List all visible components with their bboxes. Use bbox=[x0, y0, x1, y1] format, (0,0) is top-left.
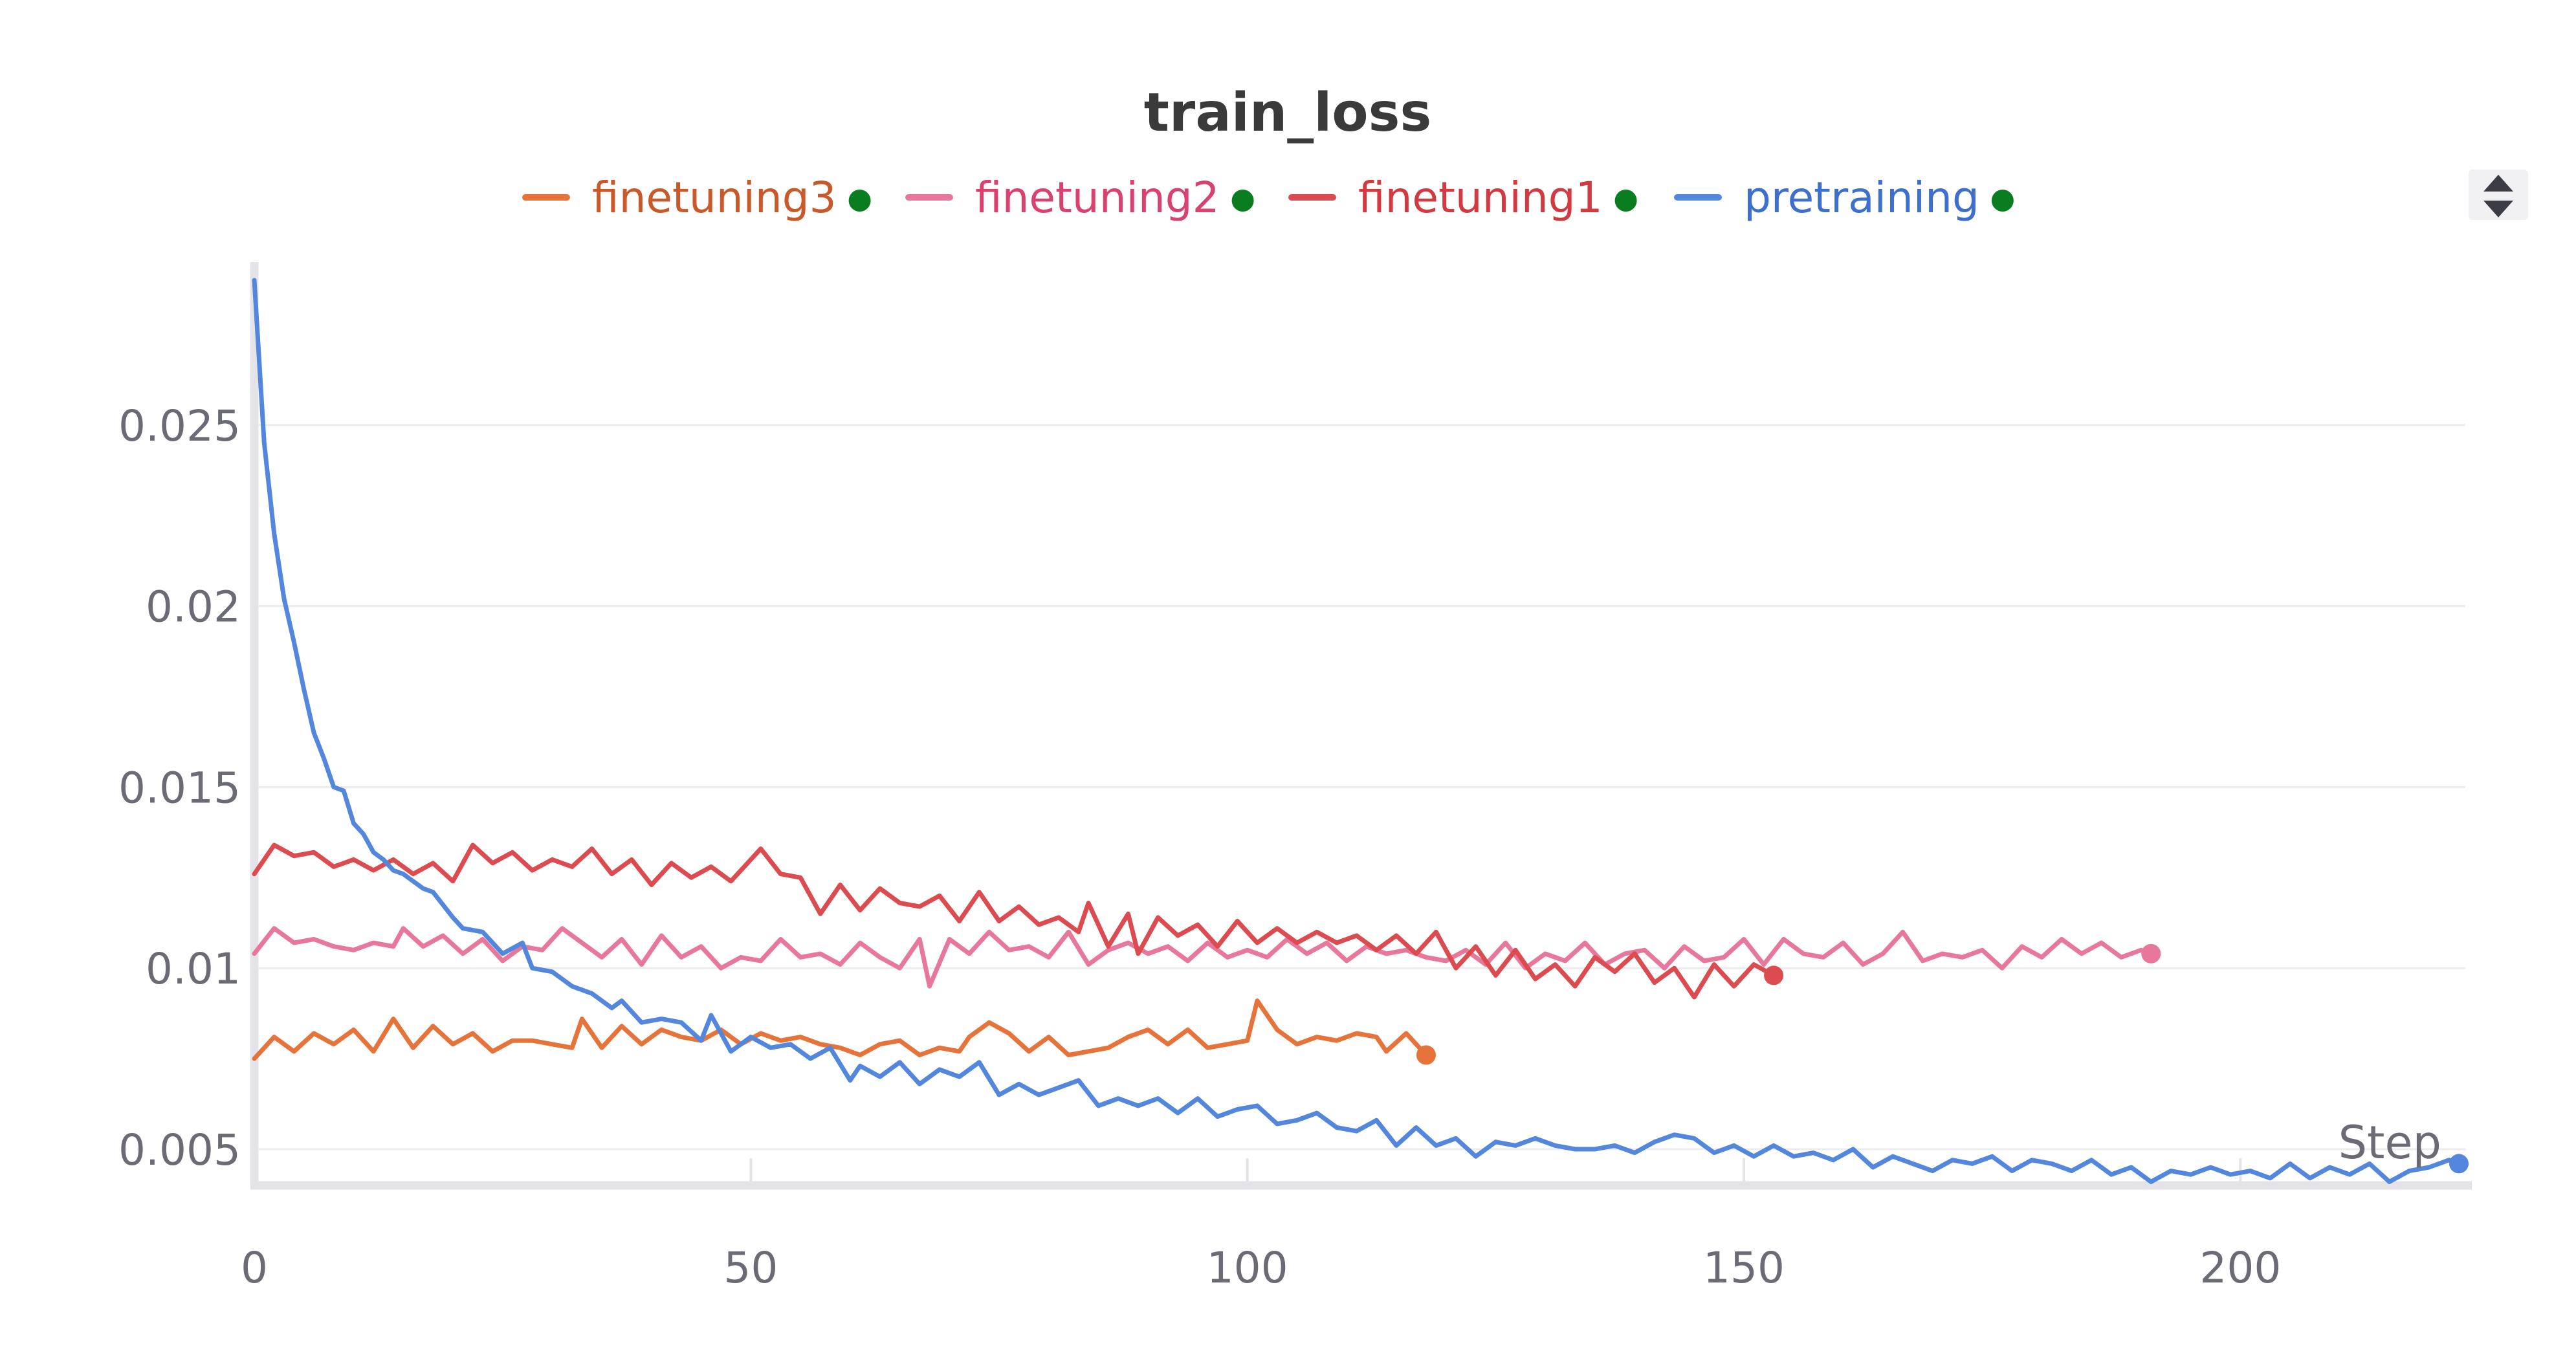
legend-item-finetuning1[interactable]: finetuning1 bbox=[1288, 173, 1637, 223]
series-endpoint-finetuning3 bbox=[1416, 1045, 1436, 1065]
series-endpoint-finetuning2 bbox=[2141, 943, 2161, 963]
grid bbox=[254, 424, 2465, 1150]
x-tick-label: 150 bbox=[1703, 1243, 1785, 1293]
series-line-finetuning3 bbox=[252, 998, 1429, 1061]
legend-label: finetuning1 bbox=[1358, 173, 1603, 223]
chart-title: train_loss bbox=[1144, 82, 1432, 144]
series-line-pretraining bbox=[252, 278, 2461, 1184]
legend-label: pretraining bbox=[1744, 173, 1979, 223]
run-status-dot bbox=[848, 190, 871, 212]
legend-item-pretraining[interactable]: pretraining bbox=[1674, 173, 2014, 223]
series bbox=[252, 278, 2469, 1184]
run-status-dot bbox=[1614, 190, 1637, 212]
ticks: 0.005 0.01 0.015 0.02 0.025 0 50 100 150 200 bbox=[118, 401, 2281, 1293]
x-axis-label: Step bbox=[2339, 1116, 2441, 1169]
y-tick-label: 0.02 bbox=[146, 582, 241, 632]
run-status-dot bbox=[1231, 190, 1254, 212]
axes bbox=[250, 262, 2472, 1190]
series-endpoint-pretraining bbox=[2449, 1154, 2469, 1174]
y-tick-label: 0.015 bbox=[118, 763, 241, 813]
legend-label: finetuning3 bbox=[592, 173, 837, 223]
y-tick-label: 0.01 bbox=[146, 944, 241, 994]
legend-label: finetuning2 bbox=[975, 173, 1220, 223]
run-status-dot bbox=[1991, 190, 2014, 212]
x-tick-label: 100 bbox=[1207, 1243, 1288, 1293]
legend-item-finetuning2[interactable]: finetuning2 bbox=[905, 173, 1254, 223]
legend: finetuning3 finetuning2 finetuning1 pretrai… bbox=[522, 173, 2014, 223]
legend-toggle-button[interactable] bbox=[2469, 170, 2528, 220]
series-endpoint-finetuning1 bbox=[1764, 965, 1784, 985]
series-line-finetuning1 bbox=[252, 842, 1776, 1000]
legend-item-finetuning3[interactable]: finetuning3 bbox=[522, 173, 871, 223]
sort-arrows-icon bbox=[2483, 175, 2513, 217]
x-tick-label: 50 bbox=[723, 1243, 778, 1293]
y-tick-label: 0.005 bbox=[118, 1125, 241, 1175]
series-line-finetuning2 bbox=[252, 926, 2153, 989]
x-tick-label: 0 bbox=[241, 1243, 268, 1293]
x-tick-label: 200 bbox=[2199, 1243, 2281, 1293]
y-tick-label: 0.025 bbox=[118, 401, 241, 451]
